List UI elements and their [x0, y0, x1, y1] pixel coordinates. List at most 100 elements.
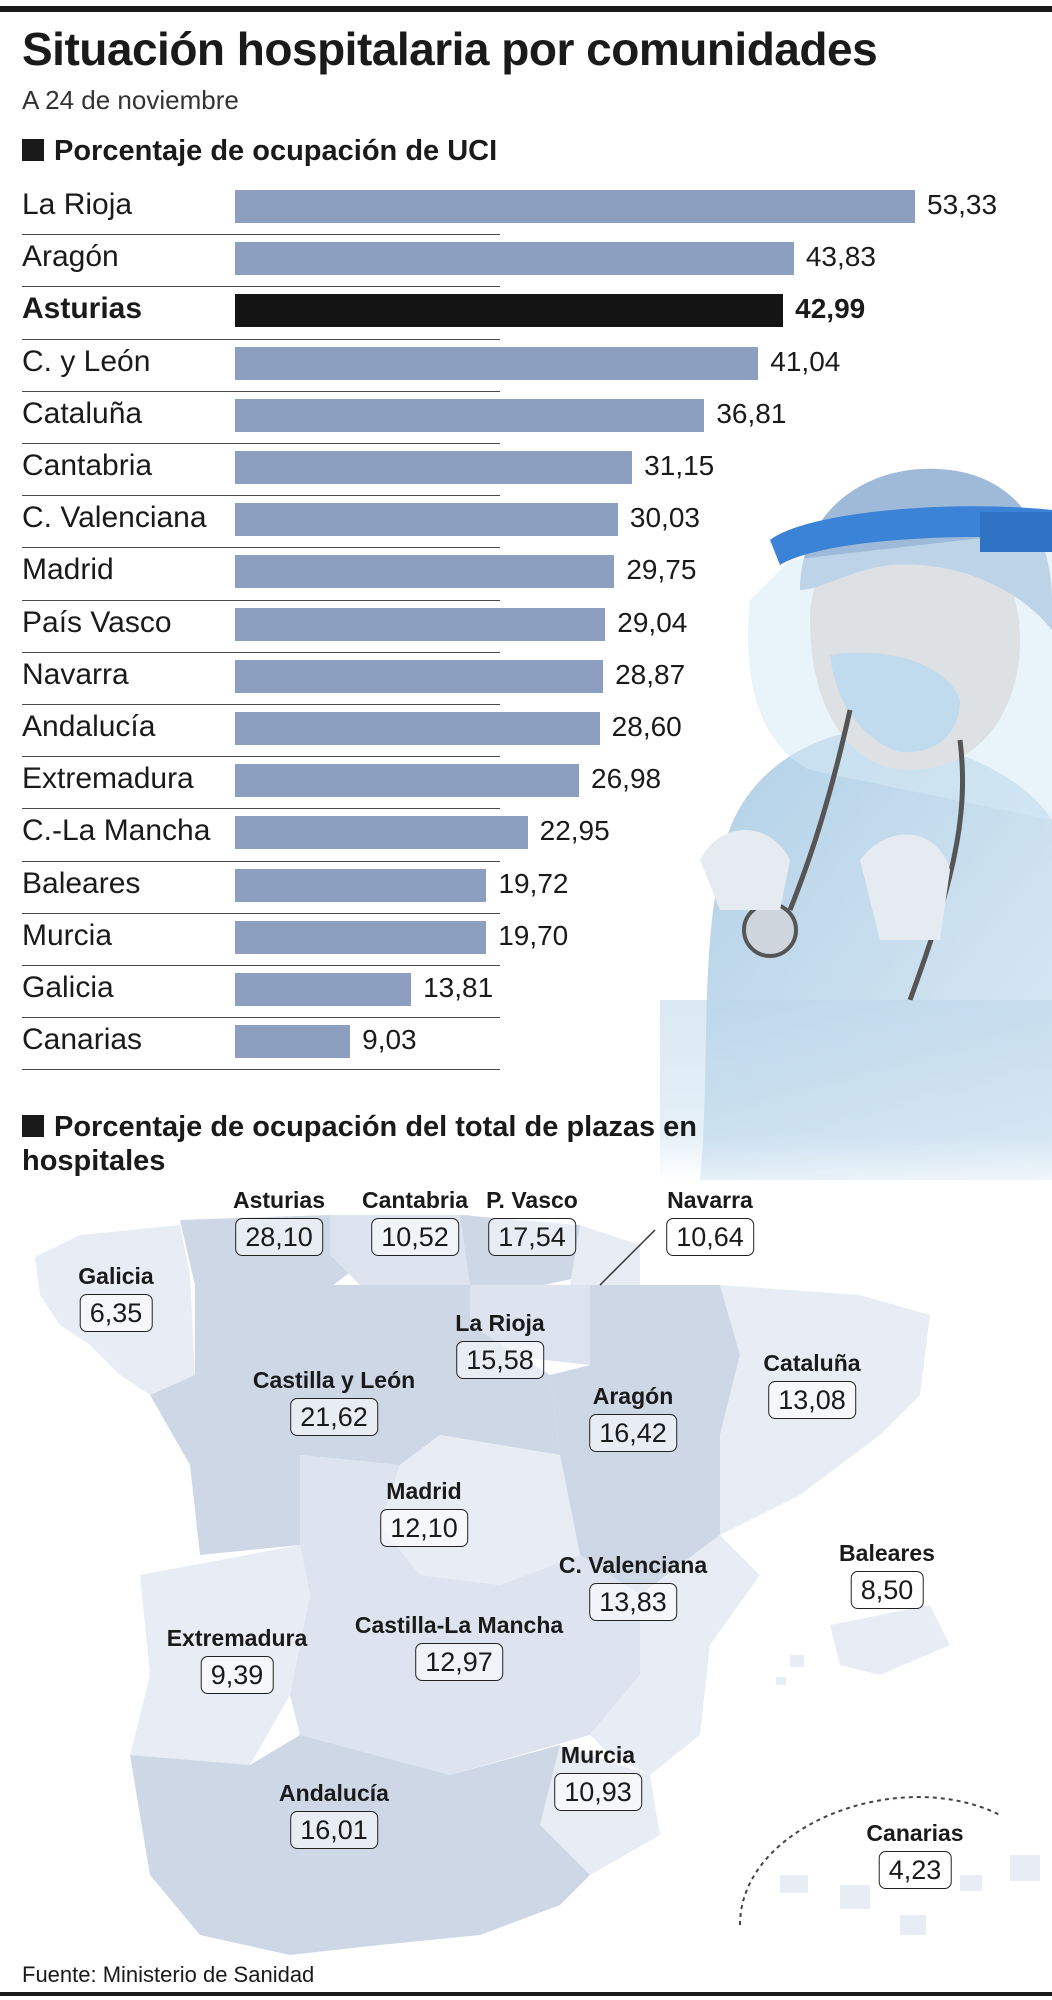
bar-value-label: 36,81 — [716, 397, 787, 429]
region-name-andalucia: Andalucía — [279, 1780, 389, 1806]
bar-label: Navarra — [22, 657, 129, 691]
bar — [235, 607, 606, 641]
region-shape-baleares — [830, 1605, 950, 1675]
region-value-castilla-la-mancha: 12,97 — [415, 1643, 503, 1681]
region-shape-ibiza — [790, 1655, 804, 1667]
region-shape-castilla-la-mancha — [290, 1455, 640, 1775]
row-separator — [22, 338, 500, 340]
region-name-extremadura: Extremadura — [166, 1625, 308, 1651]
bar-label: Galicia — [22, 971, 114, 1004]
region-name-castilla-leon: Castilla y León — [252, 1367, 416, 1393]
bar-label: Andalucía — [22, 710, 156, 743]
region-name-castilla-la-mancha: Castilla-La Mancha — [354, 1612, 564, 1638]
region-value-pais-vasco: 17,54 — [488, 1218, 576, 1256]
region-value-galicia: 6,35 — [79, 1294, 153, 1332]
bar-value-label: 19,70 — [498, 919, 569, 951]
page-title: Situación hospitalaria por comunidades — [22, 23, 878, 75]
uci-section-title: Porcentaje de ocupación de UCI — [22, 134, 497, 168]
bar — [235, 451, 633, 484]
region-name-madrid: Madrid — [386, 1478, 462, 1504]
bar-label: País Vasco — [22, 605, 172, 639]
row-separator — [22, 547, 500, 549]
bar-value-label: 42,99 — [795, 293, 866, 325]
row-separator — [22, 651, 500, 653]
bar-value-label: 30,03 — [629, 502, 700, 534]
bar — [235, 555, 615, 589]
bar — [235, 764, 580, 798]
row-separator — [22, 912, 500, 914]
region-shape-madrid — [380, 1435, 580, 1585]
bar — [235, 659, 604, 693]
bar-value-label: 13,81 — [423, 972, 494, 1003]
navarra-leader-line — [599, 1229, 656, 1286]
row-separator — [22, 286, 500, 288]
bar-value-label: 29,04 — [617, 606, 688, 638]
region-value-baleares: 8,50 — [850, 1571, 924, 1609]
bar-value-label: 43,83 — [805, 241, 876, 273]
region-shape-canarias-2 — [840, 1885, 870, 1909]
region-name-baleares: Baleares — [839, 1540, 935, 1566]
spain-map: Asturias 28,10 Cantabria 10,52 P. Vasco … — [0, 1175, 1052, 1965]
bar — [235, 712, 600, 745]
row-separator — [22, 965, 500, 966]
bar-value-label: 28,87 — [615, 658, 686, 690]
bar-value-label: 22,95 — [539, 815, 610, 847]
bar-value-label: 31,15 — [644, 450, 715, 481]
bar-label: C.-La Mancha — [22, 814, 211, 848]
row-separator — [22, 599, 500, 601]
region-name-cataluna: Cataluña — [763, 1350, 861, 1376]
row-separator — [22, 1069, 500, 1071]
row-separator — [22, 860, 500, 862]
bar — [235, 294, 784, 328]
row-separator — [22, 1017, 500, 1019]
region-value-valenciana: 13,83 — [589, 1583, 677, 1621]
bar-label: Baleares — [22, 866, 141, 900]
source-note: Fuente: Ministerio de Sanidad — [22, 1962, 315, 1987]
region-value-madrid: 12,10 — [380, 1509, 468, 1547]
bar-value-label: 41,04 — [770, 345, 841, 377]
bar-value-label: 9,03 — [362, 1024, 417, 1056]
bar — [235, 1025, 351, 1059]
region-value-aragon: 16,42 — [589, 1414, 677, 1452]
region-shape-canarias-5 — [1010, 1855, 1040, 1881]
page-subtitle: A 24 de noviembre — [22, 85, 239, 115]
bar-label: La Rioja — [22, 188, 133, 221]
region-value-extremadura: 9,39 — [200, 1656, 274, 1694]
region-shape-canarias-3 — [900, 1915, 926, 1935]
row-separator — [22, 443, 500, 444]
region-value-navarra: 10,64 — [666, 1218, 754, 1256]
region-value-cantabria: 10,52 — [371, 1218, 459, 1256]
region-value-canarias: 4,23 — [878, 1851, 952, 1889]
bar-label: Asturias — [22, 292, 143, 326]
bar — [235, 190, 915, 223]
region-value-murcia: 10,93 — [554, 1773, 642, 1811]
region-shape-canarias-4 — [960, 1875, 982, 1891]
row-separator — [22, 704, 500, 705]
row-separator — [22, 756, 500, 758]
uci-chart-title: Porcentaje de ocupación de UCI — [54, 135, 498, 167]
region-value-castilla-leon: 21,62 — [290, 1398, 378, 1436]
bar-value-label: 19,72 — [498, 867, 569, 899]
row-separator — [22, 234, 500, 236]
hospital-section-title: Porcentaje de ocupación del total de pla… — [22, 1110, 722, 1178]
region-name-asturias: Asturias — [232, 1187, 326, 1213]
region-value-asturias: 28,10 — [235, 1218, 323, 1256]
bottom-rule — [0, 1992, 1052, 1996]
bar — [235, 398, 705, 432]
region-name-canarias: Canarias — [866, 1820, 964, 1846]
region-value-andalucia: 16,01 — [290, 1811, 378, 1849]
bar — [235, 503, 618, 537]
region-name-la-rioja: La Rioja — [455, 1310, 545, 1336]
region-name-valenciana: C. Valenciana — [558, 1552, 708, 1578]
bar — [235, 816, 528, 850]
bar-label: Extremadura — [22, 762, 194, 796]
region-name-cantabria: Cantabria — [361, 1187, 469, 1213]
nurse-photo — [660, 468, 1052, 1180]
bar-value-label: 26,98 — [591, 763, 662, 795]
bar-label: Cantabria — [22, 449, 153, 482]
uci-bar-chart: La Rioja 53,33 Aragón 43,83 Asturias 42,99 C. … — [0, 183, 1052, 1071]
row-separator — [22, 495, 500, 497]
square-bullet-icon — [22, 1115, 44, 1137]
bar-value-label: 29,75 — [626, 554, 697, 586]
bar-label: Cataluña — [22, 396, 143, 430]
